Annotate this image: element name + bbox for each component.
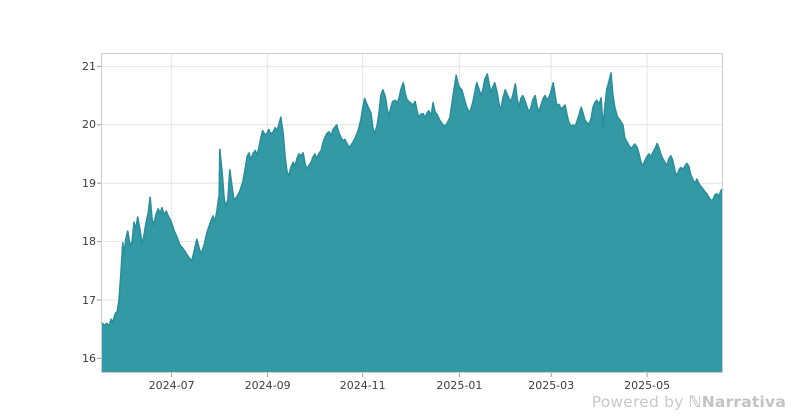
x-tick-label: 2024-11 xyxy=(339,379,386,392)
x-tick-label: 2025-05 xyxy=(624,379,671,392)
y-tick-label: 20 xyxy=(82,118,96,132)
y-tick-label: 18 xyxy=(82,235,96,249)
y-tick-label: 19 xyxy=(82,176,96,190)
x-tick-label: 2024-07 xyxy=(148,379,195,392)
narrativa-brand-text: Narrativa xyxy=(701,393,786,411)
y-tick-label: 21 xyxy=(82,59,96,73)
watermark: Powered by ℕNarrativa xyxy=(592,393,786,411)
powered-by-text: Powered by xyxy=(591,393,684,411)
series-line xyxy=(100,72,724,328)
x-tick-label: 2025-01 xyxy=(436,379,483,392)
y-tick-label: 17 xyxy=(82,293,96,307)
y-tick-label: 16 xyxy=(82,351,96,365)
x-tick-label: 2025-03 xyxy=(528,379,575,392)
x-tick-label: 2024-09 xyxy=(244,379,291,392)
area-series xyxy=(101,72,723,374)
plot-border xyxy=(101,53,723,373)
narrativa-logo-icon: ℕ xyxy=(688,393,702,411)
tick-marks xyxy=(97,65,648,377)
